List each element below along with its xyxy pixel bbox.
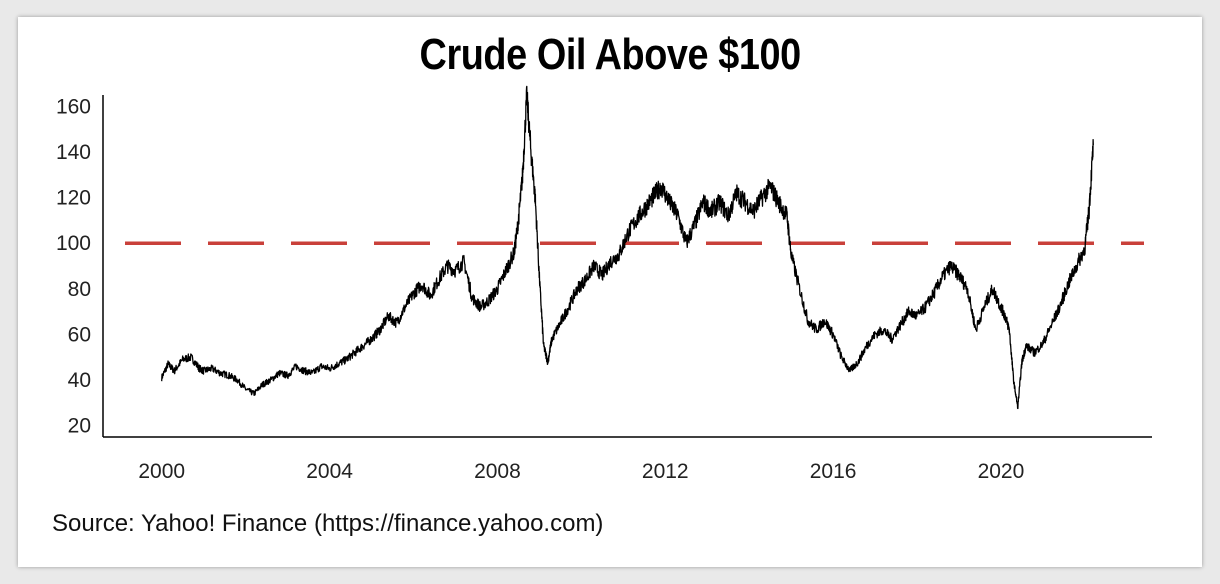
x-axis-ticks: 2000 2004 2008 2012 2016 2020 [138,460,1024,483]
y-tick-label: 60 [68,323,91,346]
axes-layer [102,95,1152,438]
source-note: Source: Yahoo! Finance (https://finance.… [52,510,604,537]
y-tick-label: 140 [56,141,91,164]
y-tick-label: 20 [68,415,91,438]
x-tick-label: 2020 [978,460,1025,483]
x-tick-label: 2004 [306,460,353,483]
x-tick-label: 2008 [474,460,521,483]
y-tick-label: 120 [56,187,91,210]
x-tick-label: 2016 [810,460,857,483]
x-tick-label: 2012 [642,460,689,483]
y-tick-label: 40 [68,369,91,392]
chart-card [18,17,1202,567]
series-layer [161,85,1094,410]
y-axis-ticks: 20 40 60 80 100 120 140 160 [56,95,91,437]
y-tick-label: 80 [68,278,91,301]
y-tick-label: 100 [56,232,91,255]
y-tick-label: 160 [56,95,91,118]
series-line [161,85,1094,410]
x-tick-label: 2000 [138,460,185,483]
chart-title: Crude Oil Above $100 [419,30,802,79]
